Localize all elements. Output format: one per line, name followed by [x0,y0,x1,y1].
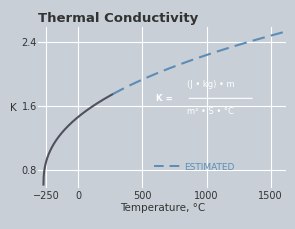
Text: m² • S • °C: m² • S • °C [187,107,234,116]
X-axis label: Temperature, °C: Temperature, °C [120,203,205,213]
Text: K =: K = [156,93,176,103]
Text: Thermal Conductivity: Thermal Conductivity [38,12,199,25]
Text: (J • kg) • m: (J • kg) • m [187,80,235,89]
Legend: ESTIMATED: ESTIMATED [151,159,238,175]
Y-axis label: K: K [10,103,17,113]
